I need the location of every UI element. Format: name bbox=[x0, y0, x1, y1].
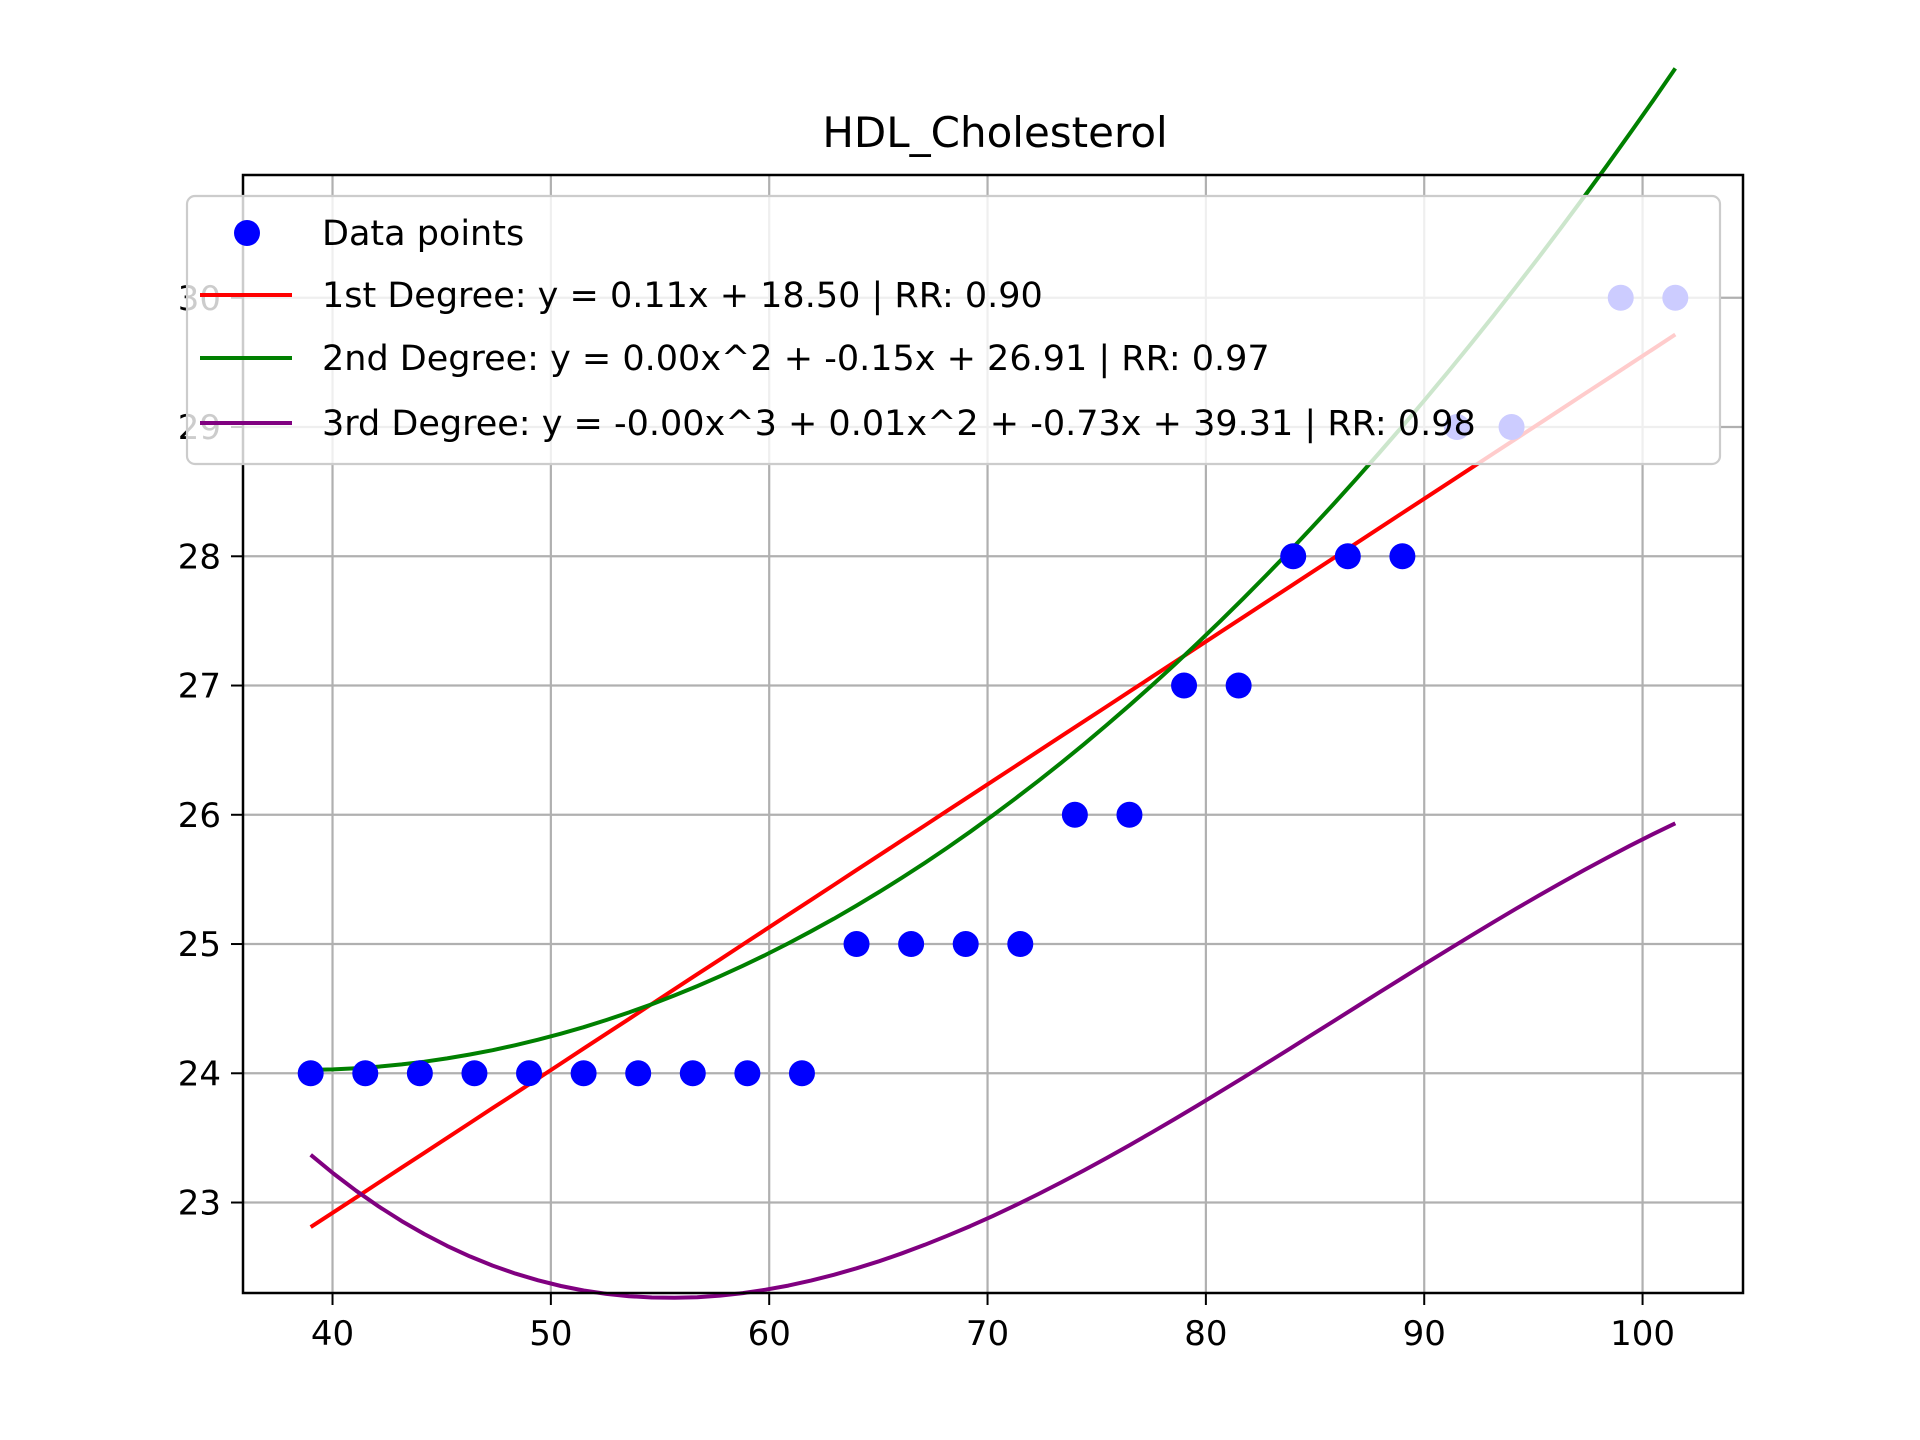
fit-line-degree-3 bbox=[309, 821, 1677, 1300]
data-point bbox=[461, 1060, 488, 1087]
legend-marker-data-points bbox=[234, 220, 260, 246]
y-tick-label: 28 bbox=[178, 537, 221, 577]
data-points bbox=[297, 284, 1689, 1087]
data-point bbox=[1061, 801, 1088, 828]
x-tick-label: 50 bbox=[529, 1314, 572, 1354]
plot-frame bbox=[241, 173, 1745, 1295]
data-point bbox=[898, 931, 925, 958]
y-tick-label: 25 bbox=[178, 925, 221, 965]
x-tick-label: 80 bbox=[1184, 1314, 1227, 1354]
x-tick-label: 90 bbox=[1403, 1314, 1446, 1354]
y-tick-label: 27 bbox=[178, 667, 221, 707]
y-tick-label: 26 bbox=[178, 796, 221, 836]
legend-label-1st-degree: 1st Degree: y = 0.11x + 18.50 | RR: 0.90 bbox=[322, 276, 1043, 316]
data-point bbox=[952, 931, 979, 958]
data-point bbox=[843, 931, 870, 958]
x-tick-label: 40 bbox=[311, 1314, 354, 1354]
data-point bbox=[788, 1060, 815, 1087]
data-point bbox=[1171, 672, 1198, 699]
data-point bbox=[1007, 931, 1034, 958]
fit-line-degree-1 bbox=[309, 332, 1677, 1229]
legend-label-2nd-degree: 2nd Degree: y = 0.00x^2 + -0.15x + 26.91… bbox=[322, 339, 1270, 379]
data-point bbox=[679, 1060, 706, 1087]
data-point bbox=[1225, 672, 1252, 699]
data-point bbox=[625, 1060, 652, 1087]
x-tick-label: 100 bbox=[1610, 1314, 1675, 1354]
data-point bbox=[297, 1060, 324, 1087]
data-point bbox=[1280, 543, 1307, 570]
data-point bbox=[1389, 543, 1416, 570]
chart-title: HDL_Cholesterol bbox=[822, 108, 1167, 157]
x-tick-label: 60 bbox=[748, 1314, 791, 1354]
data-point bbox=[516, 1060, 543, 1087]
data-point bbox=[406, 1060, 433, 1087]
x-tick-label: 70 bbox=[966, 1314, 1009, 1354]
legend-label-data-points: Data points bbox=[322, 214, 524, 254]
y-tick-label: 24 bbox=[178, 1054, 221, 1094]
data-point bbox=[570, 1060, 597, 1087]
legend: Data points 1st Degree: y = 0.11x + 18.5… bbox=[185, 194, 1722, 466]
data-point bbox=[1334, 543, 1361, 570]
data-point bbox=[352, 1060, 379, 1087]
legend-box bbox=[185, 194, 1722, 466]
data-point bbox=[734, 1060, 761, 1087]
legend-label-3rd-degree: 3rd Degree: y = -0.00x^3 + 0.01x^2 + -0.… bbox=[322, 404, 1476, 444]
y-tick-label: 23 bbox=[178, 1184, 221, 1224]
data-point bbox=[1116, 801, 1143, 828]
